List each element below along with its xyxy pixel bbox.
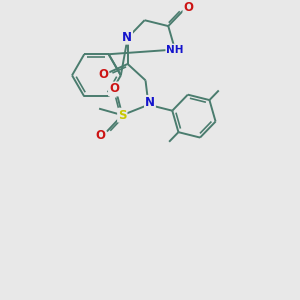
Text: O: O	[98, 68, 108, 81]
Text: O: O	[95, 130, 105, 142]
Text: N: N	[122, 31, 132, 44]
Text: S: S	[118, 109, 127, 122]
Text: O: O	[109, 82, 119, 95]
Text: NH: NH	[166, 44, 184, 55]
Text: N: N	[145, 96, 155, 109]
Text: O: O	[184, 1, 194, 14]
